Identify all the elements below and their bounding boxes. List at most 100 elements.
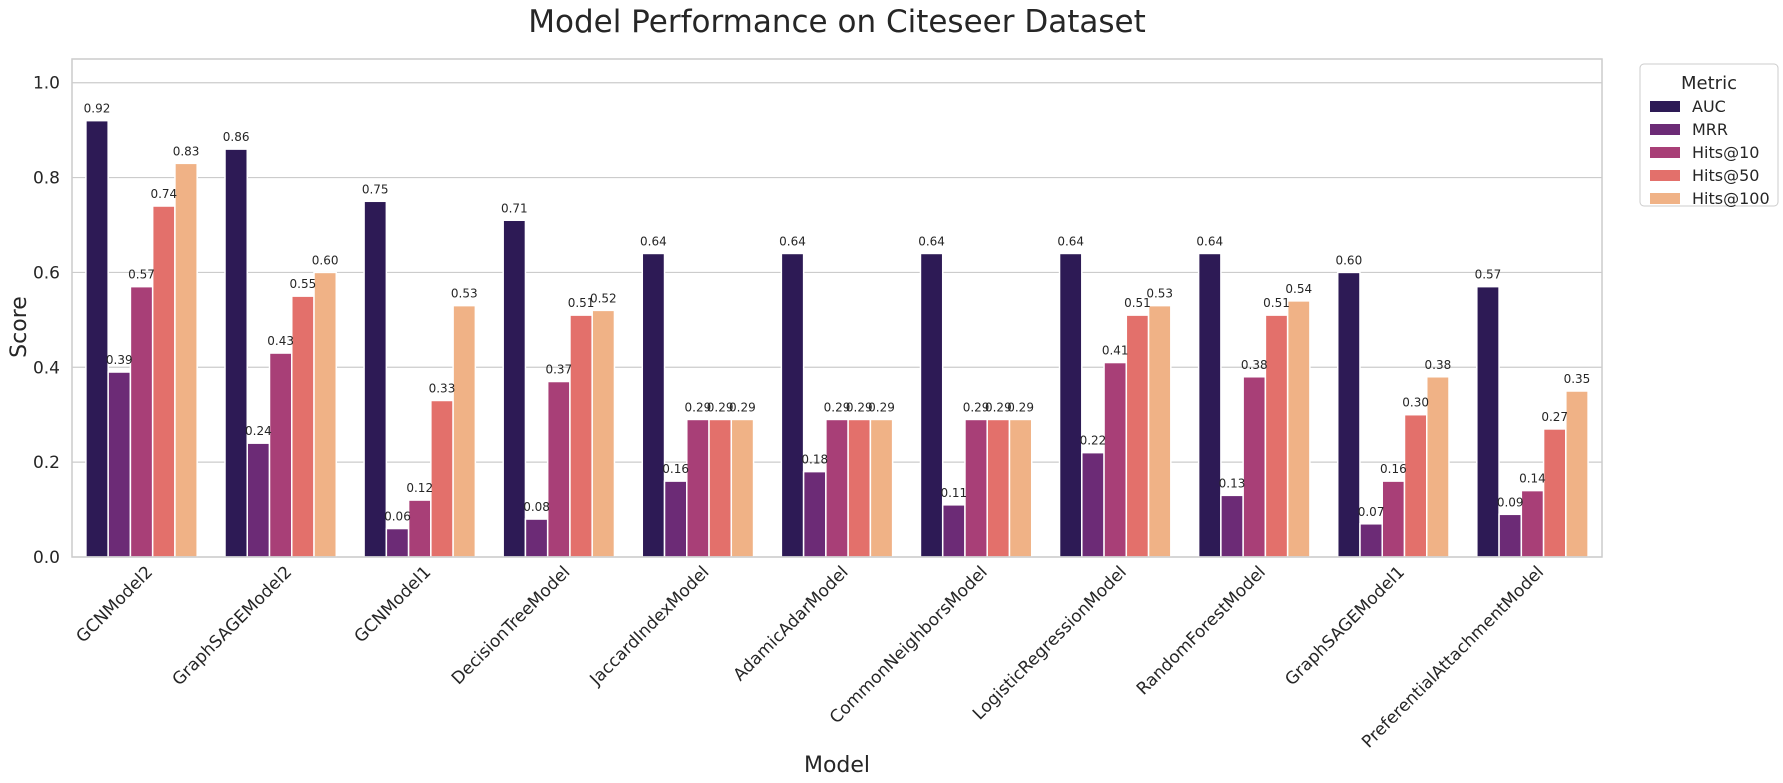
bar-auc bbox=[85, 119, 109, 558]
data-label: 0.29 bbox=[707, 400, 734, 414]
bar-mrr bbox=[1498, 513, 1523, 558]
x-tick-label: JaccardIndexModel bbox=[586, 562, 714, 690]
data-label: 0.35 bbox=[1564, 372, 1591, 386]
data-label: 0.64 bbox=[918, 234, 945, 248]
bar-hits-10 bbox=[1381, 480, 1406, 558]
legend: Metric AUC MRR Hits@10 Hits@50 Hits@100 bbox=[1639, 63, 1779, 208]
data-label: 0.14 bbox=[1519, 472, 1546, 486]
bar-hits-100 bbox=[1286, 300, 1311, 558]
data-label: 0.51 bbox=[1124, 296, 1151, 310]
bar-mrr bbox=[1220, 494, 1244, 558]
chart-title: Model Performance on Citeseer Dataset bbox=[528, 4, 1145, 40]
bar-hits-100 bbox=[1008, 418, 1033, 558]
legend-swatch bbox=[1650, 193, 1680, 204]
x-tick-labels: GCNModel2 GraphSAGEModel2 GCNModel1 Decisio… bbox=[72, 562, 1547, 752]
bar-mrr bbox=[663, 480, 688, 558]
bar-hits-10 bbox=[964, 418, 988, 558]
data-label: 0.64 bbox=[640, 234, 667, 248]
y-tick-labels: 0.0 0.2 0.4 0.6 0.8 1.0 bbox=[33, 74, 60, 568]
bar-hits-100 bbox=[591, 309, 616, 558]
data-label: 0.64 bbox=[779, 234, 806, 248]
legend-swatch bbox=[1650, 170, 1680, 181]
data-labels: 0.92 0.86 0.75 0.71 0.64 0.64 0.64 0.64 0.64 0.60… bbox=[84, 102, 1591, 524]
data-label: 0.53 bbox=[451, 287, 478, 301]
bar-hits-50 bbox=[986, 418, 1011, 558]
y-tick-label: 0.6 bbox=[33, 263, 60, 283]
bar-hits-50 bbox=[1403, 413, 1428, 558]
data-label: 0.24 bbox=[245, 424, 272, 438]
y-tick-label: 1.0 bbox=[33, 74, 60, 94]
data-label: 0.29 bbox=[846, 400, 873, 414]
bar-hits-100 bbox=[452, 304, 477, 558]
data-label: 0.18 bbox=[801, 453, 828, 467]
bar-hits-50 bbox=[1264, 314, 1289, 558]
bar-mrr bbox=[941, 504, 966, 558]
data-label: 0.16 bbox=[1380, 462, 1407, 476]
data-label: 0.29 bbox=[1007, 400, 1034, 414]
x-tick-label: GraphSAGEModel2 bbox=[169, 562, 297, 690]
bar-auc bbox=[1476, 285, 1500, 558]
legend-title: Metric bbox=[1681, 73, 1737, 94]
data-label: 0.29 bbox=[963, 400, 990, 414]
y-tick-label: 0.2 bbox=[33, 453, 60, 473]
bar-auc bbox=[502, 219, 527, 558]
data-label: 0.75 bbox=[362, 182, 389, 196]
data-label: 0.52 bbox=[590, 291, 617, 305]
bar-hits-50 bbox=[430, 399, 454, 558]
bar-auc bbox=[1197, 252, 1222, 558]
legend-label: AUC bbox=[1692, 97, 1726, 116]
data-label: 0.07 bbox=[1358, 505, 1385, 519]
data-label: 0.37 bbox=[545, 363, 572, 377]
bar-mrr bbox=[246, 442, 271, 558]
bar-mrr bbox=[802, 470, 827, 558]
data-label: 0.29 bbox=[985, 400, 1012, 414]
legend-label: Hits@50 bbox=[1692, 166, 1759, 185]
bar-auc bbox=[641, 252, 666, 558]
data-label: 0.29 bbox=[685, 400, 712, 414]
bar-hits-10 bbox=[1242, 376, 1267, 558]
legend-swatch bbox=[1650, 147, 1680, 158]
bar-hits-10 bbox=[268, 352, 293, 558]
data-label: 0.29 bbox=[824, 400, 851, 414]
data-label: 0.38 bbox=[1425, 358, 1452, 372]
bar-hits-50 bbox=[1125, 314, 1150, 558]
bar-mrr bbox=[524, 518, 549, 558]
data-label: 0.33 bbox=[429, 381, 456, 395]
data-label: 0.08 bbox=[523, 500, 550, 514]
data-label: 0.38 bbox=[1241, 358, 1268, 372]
bar-hits-100 bbox=[1147, 304, 1172, 558]
data-label: 0.74 bbox=[150, 187, 177, 201]
bar-hits-100 bbox=[869, 418, 894, 558]
plot-frame bbox=[71, 58, 1603, 558]
bar-hits-10 bbox=[129, 285, 154, 558]
data-label: 0.57 bbox=[128, 268, 155, 282]
bar-auc bbox=[919, 252, 944, 558]
data-label: 0.22 bbox=[1080, 434, 1107, 448]
bar-hits-10 bbox=[407, 499, 432, 558]
data-label: 0.71 bbox=[501, 201, 528, 215]
legend-swatch bbox=[1650, 101, 1680, 112]
x-tick-label: GCNModel2 bbox=[72, 562, 157, 647]
data-label: 0.64 bbox=[1057, 234, 1084, 248]
bar-mrr bbox=[1081, 451, 1105, 558]
data-label: 0.51 bbox=[568, 296, 595, 310]
bar-mrr bbox=[1359, 523, 1383, 558]
bar-hits-10 bbox=[825, 418, 849, 558]
bar-hits-100 bbox=[1565, 390, 1589, 558]
bar-mrr bbox=[385, 527, 410, 558]
bars bbox=[85, 119, 1589, 558]
bar-hits-50 bbox=[291, 295, 315, 558]
data-label: 0.57 bbox=[1475, 268, 1502, 282]
data-label: 0.53 bbox=[1146, 287, 1173, 301]
y-tick-label: 0.8 bbox=[33, 169, 60, 189]
data-label: 0.16 bbox=[662, 462, 689, 476]
bar-hits-100 bbox=[174, 162, 198, 558]
bar-hits-10 bbox=[1103, 361, 1128, 558]
y-tick-label: 0.4 bbox=[33, 358, 60, 378]
legend-label: Hits@10 bbox=[1692, 143, 1759, 162]
data-label: 0.11 bbox=[940, 486, 967, 500]
data-label: 0.60 bbox=[1335, 253, 1362, 267]
legend-items: AUC MRR Hits@10 Hits@50 Hits@100 bbox=[1650, 97, 1770, 208]
